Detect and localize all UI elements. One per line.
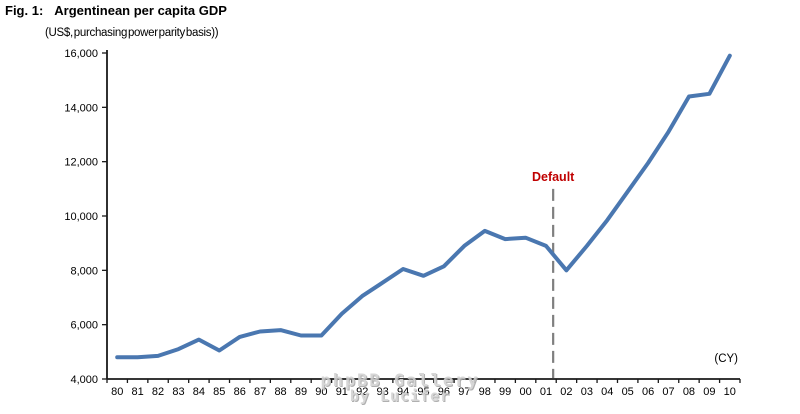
x-axis-label: 93 [377,386,389,398]
y-axis-label: 14,000 [64,102,98,114]
x-axis-label: 02 [560,386,572,398]
x-axis-label: 81 [132,386,144,398]
x-axis-label: 06 [642,386,654,398]
x-axis-label: 99 [499,386,511,398]
x-axis-label: 10 [724,386,736,398]
y-axis-label: 10,000 [64,211,98,223]
figure-title-row: Fig. 1: Argentinean per capita GDP [5,3,227,18]
x-axis-label: 89 [295,386,307,398]
x-axis-label: 98 [479,386,491,398]
y-axis-label: 12,000 [64,157,98,169]
gdp-series-line [115,53,732,360]
x-axis-label: 08 [683,386,695,398]
figure-subtitle: (US$, purchasing power parity basis)) [45,27,219,39]
x-axis-label: 04 [601,386,613,398]
x-axis-unit-label: (CY) [714,353,738,365]
figure-label: Fig. 1: [5,3,44,18]
x-axis-label: 86 [234,386,246,398]
x-axis-label: 09 [703,386,715,398]
x-axis-label: 92 [356,386,368,398]
x-axis-label: 03 [581,386,593,398]
x-axis-label: 96 [438,386,450,398]
y-axis-label: 6,000 [70,320,98,332]
x-axis-label: 88 [274,386,286,398]
x-axis-label: 97 [458,386,470,398]
x-axis-label: 87 [254,386,266,398]
x-axis-label: 84 [193,386,205,398]
x-axis-label: 94 [397,386,409,398]
x-axis-label: 90 [315,386,327,398]
x-axis-label: 95 [417,386,429,398]
y-axis-label: 16,000 [64,48,98,60]
x-axis-label: 01 [540,386,552,398]
x-axis-label: 00 [519,386,531,398]
default-annotation-label: Default [532,170,575,184]
page-title: Argentinean per capita GDP [54,3,227,18]
x-axis-label: 83 [172,386,184,398]
x-axis-label: 80 [111,386,123,398]
y-axis-label: 8,000 [70,265,98,277]
x-axis-label: 05 [622,386,634,398]
x-axis-label: 07 [662,386,674,398]
x-axis-label: 91 [336,386,348,398]
x-axis-label: 85 [213,386,225,398]
x-axis-label: 82 [152,386,164,398]
y-axis-label: 4,000 [70,374,98,386]
